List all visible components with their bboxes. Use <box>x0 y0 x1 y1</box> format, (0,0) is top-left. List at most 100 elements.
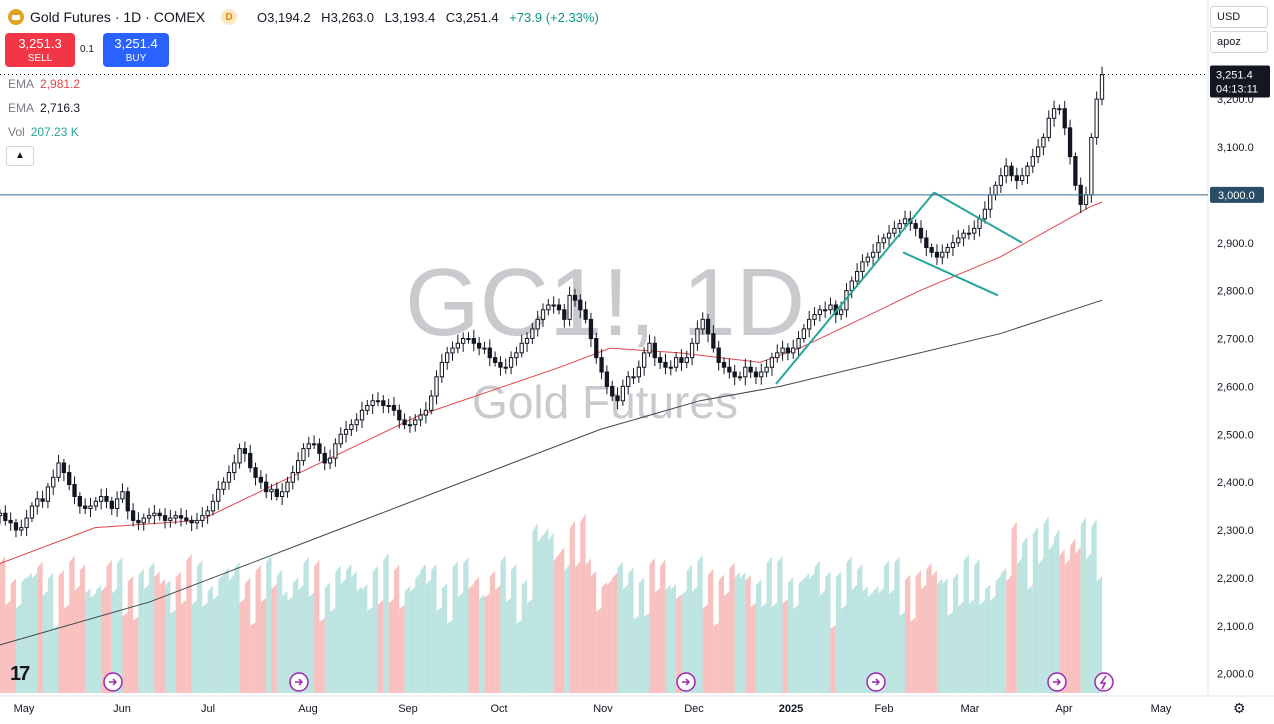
volume-bar <box>223 567 229 693</box>
collapse-indicators-button[interactable]: ▲ <box>6 146 34 166</box>
volume-bar <box>782 598 788 693</box>
indicator-ema-200[interactable]: EMA 2,716.3 <box>8 101 81 115</box>
scale-select[interactable]: apoz <box>1210 31 1268 53</box>
y-tick-label: 2,700.0 <box>1217 334 1254 346</box>
candle <box>242 448 248 454</box>
candle <box>248 452 253 469</box>
volume-bar <box>149 562 155 693</box>
chart-header: Gold Futures · 1D · COMEX D O3,194.2 H3,… <box>0 0 599 34</box>
sell-button[interactable]: 3,251.3 SELL <box>5 33 75 67</box>
volume-bar <box>330 607 336 693</box>
candle <box>817 309 822 316</box>
volume-bar <box>420 563 426 693</box>
candle <box>184 517 189 521</box>
candle <box>1051 108 1057 119</box>
candle <box>562 309 567 320</box>
candle <box>194 519 200 524</box>
volume-bar <box>244 577 251 693</box>
candle <box>19 527 24 531</box>
volume-bar <box>377 599 384 693</box>
candle <box>205 510 210 517</box>
countdown-label: 04:13:11 <box>1216 84 1258 96</box>
candle <box>487 347 492 359</box>
settings-gear-icon[interactable]: ⚙ <box>1233 700 1246 716</box>
volume-bar <box>452 560 458 693</box>
volume-bar <box>21 576 27 693</box>
volume-bar <box>851 584 858 693</box>
volume-bar <box>314 559 320 693</box>
currency-select[interactable]: USD <box>1210 6 1268 28</box>
candle <box>1030 156 1035 167</box>
volume-bar <box>473 576 480 693</box>
volume-bar <box>181 599 187 693</box>
volume-bar <box>734 571 740 693</box>
candle <box>178 515 184 519</box>
volume-bar <box>665 584 671 693</box>
candle <box>546 304 551 311</box>
volume-bar <box>447 620 453 693</box>
candle <box>791 347 796 354</box>
candle <box>780 347 785 354</box>
candle <box>1004 165 1009 177</box>
volume-bar <box>1075 546 1081 693</box>
candle <box>689 342 695 359</box>
candle <box>737 376 743 379</box>
volume-bar <box>10 578 16 693</box>
volume-bar <box>37 561 43 693</box>
volume-bar <box>393 564 400 693</box>
volume-bar <box>159 578 166 693</box>
candle <box>657 357 663 363</box>
candle <box>136 519 141 524</box>
volume-bar <box>95 585 102 693</box>
candle <box>524 338 530 344</box>
volume-bar <box>729 562 735 693</box>
x-tick-label: Aug <box>298 703 318 715</box>
candle <box>716 347 721 363</box>
chevron-up-icon: ▲ <box>15 150 25 161</box>
volume-bar <box>0 556 6 693</box>
candle <box>753 371 759 378</box>
volume-bar <box>1091 518 1097 693</box>
candle <box>972 227 977 234</box>
event-markers <box>103 672 1114 692</box>
volume-bar <box>340 578 347 693</box>
volume-bar <box>617 561 623 693</box>
volume-bar <box>1064 558 1071 693</box>
candle <box>434 376 439 397</box>
candle <box>146 515 152 519</box>
volume-bar <box>479 594 485 693</box>
volume-bar <box>143 584 150 693</box>
candle <box>152 512 157 517</box>
indicator-volume[interactable]: Vol 207.23 K <box>8 125 79 139</box>
volume-bar <box>1048 542 1055 693</box>
candle <box>695 328 700 344</box>
volume-bar <box>926 562 932 693</box>
candle <box>886 232 892 239</box>
volume-bar <box>495 585 501 693</box>
last-price-box <box>1210 65 1270 98</box>
trendline <box>775 191 935 385</box>
volume-bar <box>26 572 32 693</box>
candle <box>290 472 295 483</box>
delayed-badge: D <box>221 9 238 25</box>
candle <box>982 208 988 220</box>
volume-bar <box>931 570 937 693</box>
symbol-title[interactable]: Gold Futures · 1D · COMEX <box>30 9 206 25</box>
volume-bar <box>282 590 288 693</box>
volume-bar <box>415 572 421 693</box>
volume-bar <box>127 575 134 693</box>
volume-bar <box>53 625 59 693</box>
candle <box>280 491 285 497</box>
candle <box>961 232 966 239</box>
buy-button[interactable]: 3,251.4 BUY <box>103 33 169 67</box>
volume-bar <box>1086 552 1092 693</box>
candle <box>1067 127 1073 158</box>
candle <box>402 419 407 426</box>
volume-bar <box>889 588 895 693</box>
volume-bar <box>436 606 442 693</box>
candle <box>1099 74 1105 100</box>
candle <box>88 505 93 509</box>
indicator-ema-50[interactable]: EMA 2,981.2 <box>8 77 81 91</box>
volume-bar <box>324 582 331 693</box>
